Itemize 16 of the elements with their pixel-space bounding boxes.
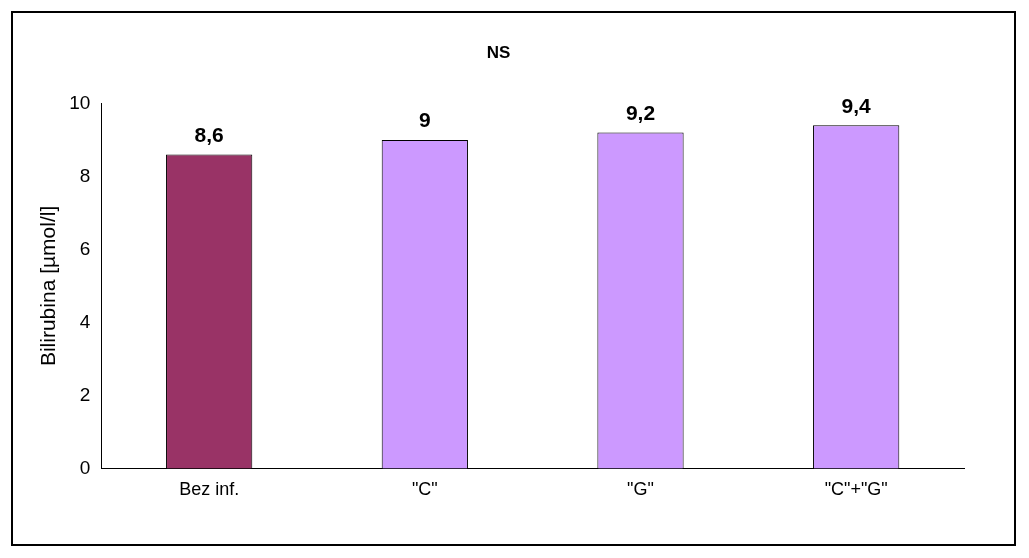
y-tick-label: 6 [79, 237, 91, 259]
y-tick-label: 0 [79, 456, 91, 478]
x-tick-label: "C" [411, 479, 438, 500]
data-label: 9,4 [841, 93, 872, 117]
x-tick-label: "G" [627, 479, 654, 500]
data-label: 9 [418, 108, 431, 132]
x-tick-label: "C"+"G" [824, 479, 888, 500]
x-tick-label: Bez inf. [179, 479, 240, 500]
y-tick-label: 8 [79, 164, 91, 186]
chart-title: NS [486, 42, 511, 62]
y-tick-label: 4 [79, 310, 91, 332]
data-label: 9,2 [625, 100, 656, 124]
y-tick-label: 2 [79, 383, 91, 405]
data-label: 8,6 [194, 122, 224, 146]
y-tick-label: 10 [69, 91, 91, 113]
y-axis-title: Bilirubina [µmol/l] [36, 205, 60, 367]
